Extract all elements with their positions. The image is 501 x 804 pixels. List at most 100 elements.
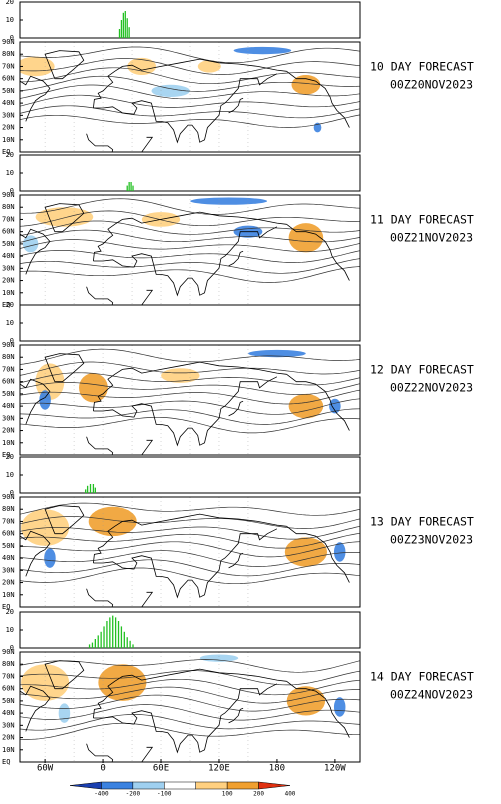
lat-label: 30N <box>2 111 15 119</box>
coastline <box>44 50 85 80</box>
contour <box>20 266 360 283</box>
contour <box>20 398 360 415</box>
anomaly-shading <box>35 363 65 400</box>
coastline <box>20 676 51 732</box>
contour <box>20 704 360 721</box>
contour <box>20 361 360 376</box>
lat-label: 50N <box>2 697 15 705</box>
lat-label: 60N <box>2 530 15 538</box>
contour <box>20 516 360 529</box>
panel-date: 00Z20NOV2023 <box>390 78 473 92</box>
coastline <box>44 505 85 535</box>
lat-label: 70N <box>2 517 15 525</box>
lat-label: 40N <box>2 99 15 107</box>
bar-y-label: 10 <box>6 169 14 177</box>
lon-label: 60W <box>37 764 54 774</box>
lat-label: 40N <box>2 252 15 260</box>
colorbar-box <box>101 781 134 790</box>
coastline <box>20 66 51 122</box>
lat-label: 80N <box>2 353 15 361</box>
anomaly-shading <box>286 686 326 716</box>
map <box>20 345 360 455</box>
map <box>20 652 360 762</box>
lat-label: 80N <box>2 203 15 211</box>
map-frame <box>19 344 361 456</box>
lat-label: 70N <box>2 215 15 223</box>
panel-date: 00Z21NOV2023 <box>390 231 473 245</box>
coastline <box>93 226 278 297</box>
colorbar-label: 100 <box>222 791 233 798</box>
contour <box>20 389 360 405</box>
panel-title: 14 DAY FORECAST <box>370 670 474 684</box>
contour <box>20 198 360 215</box>
lat-label: 70N <box>2 672 15 680</box>
anomaly-shading <box>288 223 324 253</box>
coastline <box>141 746 154 762</box>
contour <box>20 94 360 108</box>
colorbar-arrow <box>69 781 102 790</box>
lat-label: 20N <box>2 427 15 435</box>
anomaly-shading <box>58 703 71 723</box>
contour <box>20 258 360 274</box>
coastline <box>86 436 114 455</box>
contour <box>20 559 360 577</box>
contour <box>20 46 360 64</box>
lon-label: 180 <box>269 764 285 774</box>
coastline <box>93 668 287 719</box>
panel-title: 10 DAY FORECAST <box>370 60 474 74</box>
coastline <box>286 223 350 281</box>
bar-frame <box>19 154 361 192</box>
contour <box>20 382 360 395</box>
coastline <box>286 70 350 128</box>
coastline <box>93 528 278 599</box>
panel-date: 00Z23NOV2023 <box>390 533 473 547</box>
coastline <box>93 73 278 144</box>
coastline <box>228 97 244 114</box>
bar-y-label: 20 <box>6 301 14 309</box>
lat-label: 40N <box>2 709 15 717</box>
contour <box>20 550 360 567</box>
anomaly-shading <box>333 542 346 562</box>
contour <box>20 694 360 712</box>
map-content <box>20 497 360 607</box>
contour <box>20 372 360 386</box>
map <box>20 497 360 607</box>
anomaly-shading <box>39 390 51 410</box>
bar-y-label: 20 <box>6 608 14 616</box>
map-frame <box>19 41 361 153</box>
coastline <box>20 521 51 577</box>
coastline <box>228 707 244 724</box>
bar-y-label: 10 <box>6 626 14 634</box>
anomaly-shading <box>88 506 137 537</box>
contour <box>20 502 360 516</box>
lat-label: 60N <box>2 685 15 693</box>
anomaly-shading <box>21 664 70 701</box>
lat-label: 50N <box>2 240 15 248</box>
colorbar-label: 400 <box>285 791 296 798</box>
anomaly-shading <box>20 56 55 77</box>
lat-label: 90N <box>2 38 15 46</box>
lat-label: 80N <box>2 660 15 668</box>
lat-label: 10N <box>2 746 15 754</box>
lat-label: 40N <box>2 402 15 410</box>
lat-label: 20N <box>2 277 15 285</box>
contour <box>20 532 360 549</box>
coastline <box>44 660 85 690</box>
map-content <box>20 42 360 152</box>
lat-label: 10N <box>2 136 15 144</box>
bar-y-label: 0 <box>10 187 14 195</box>
map-content <box>20 345 360 455</box>
contour <box>20 722 360 740</box>
anomaly-shading <box>79 373 108 403</box>
coastline <box>86 588 114 607</box>
coastline <box>93 58 287 109</box>
bar-y-label: 20 <box>6 453 14 461</box>
coastline <box>141 439 154 455</box>
lat-label: 10N <box>2 439 15 447</box>
lat-label: EQ <box>2 603 10 611</box>
lat-label: 40N <box>2 554 15 562</box>
contour <box>20 67 360 85</box>
lat-label: 50N <box>2 87 15 95</box>
lat-label: EQ <box>2 148 10 156</box>
coastline <box>93 376 278 447</box>
